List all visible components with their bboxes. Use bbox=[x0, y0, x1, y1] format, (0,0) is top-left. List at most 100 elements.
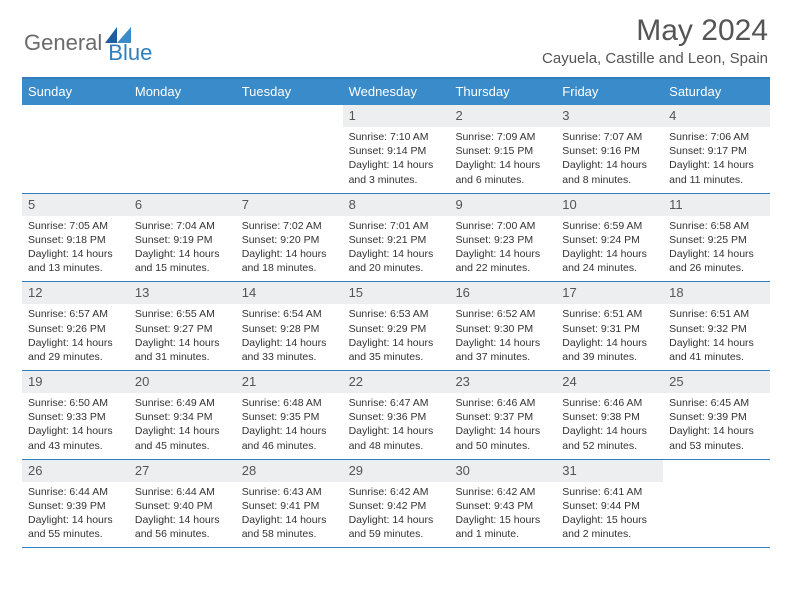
day-header-cell: Sunday bbox=[22, 79, 129, 105]
day-number: 21 bbox=[236, 371, 343, 393]
sunset-line: Sunset: 9:28 PM bbox=[242, 322, 338, 336]
day-cell: 31Sunrise: 6:41 AMSunset: 9:44 PMDayligh… bbox=[556, 460, 663, 548]
day-header-cell: Thursday bbox=[449, 79, 556, 105]
day-number: 9 bbox=[449, 194, 556, 216]
day-number: 25 bbox=[663, 371, 770, 393]
sunrise-line: Sunrise: 6:46 AM bbox=[455, 396, 551, 410]
sunset-line: Sunset: 9:29 PM bbox=[349, 322, 445, 336]
week-row: 19Sunrise: 6:50 AMSunset: 9:33 PMDayligh… bbox=[22, 371, 770, 460]
sunrise-line: Sunrise: 7:07 AM bbox=[562, 130, 658, 144]
day-number bbox=[663, 460, 770, 482]
day-body: Sunrise: 6:51 AMSunset: 9:32 PMDaylight:… bbox=[663, 304, 770, 370]
day-header-row: SundayMondayTuesdayWednesdayThursdayFrid… bbox=[22, 79, 770, 105]
sunrise-line: Sunrise: 6:44 AM bbox=[28, 485, 124, 499]
day-number: 5 bbox=[22, 194, 129, 216]
daylight-line: Daylight: 14 hours and 45 minutes. bbox=[135, 424, 231, 452]
day-number: 7 bbox=[236, 194, 343, 216]
day-cell: 11Sunrise: 6:58 AMSunset: 9:25 PMDayligh… bbox=[663, 194, 770, 282]
sunrise-line: Sunrise: 6:58 AM bbox=[669, 219, 765, 233]
day-header-cell: Tuesday bbox=[236, 79, 343, 105]
day-cell: 27Sunrise: 6:44 AMSunset: 9:40 PMDayligh… bbox=[129, 460, 236, 548]
day-body bbox=[663, 482, 770, 544]
daylight-line: Daylight: 14 hours and 37 minutes. bbox=[455, 336, 551, 364]
day-body: Sunrise: 6:59 AMSunset: 9:24 PMDaylight:… bbox=[556, 216, 663, 282]
day-body: Sunrise: 7:01 AMSunset: 9:21 PMDaylight:… bbox=[343, 216, 450, 282]
day-cell: 3Sunrise: 7:07 AMSunset: 9:16 PMDaylight… bbox=[556, 105, 663, 193]
daylight-line: Daylight: 14 hours and 35 minutes. bbox=[349, 336, 445, 364]
sunset-line: Sunset: 9:30 PM bbox=[455, 322, 551, 336]
sunset-line: Sunset: 9:16 PM bbox=[562, 144, 658, 158]
day-body: Sunrise: 6:43 AMSunset: 9:41 PMDaylight:… bbox=[236, 482, 343, 548]
sunrise-line: Sunrise: 6:54 AM bbox=[242, 307, 338, 321]
sunrise-line: Sunrise: 6:51 AM bbox=[562, 307, 658, 321]
day-number: 14 bbox=[236, 282, 343, 304]
day-number bbox=[129, 105, 236, 127]
sunrise-line: Sunrise: 7:10 AM bbox=[349, 130, 445, 144]
daylight-line: Daylight: 14 hours and 53 minutes. bbox=[669, 424, 765, 452]
day-cell bbox=[663, 460, 770, 548]
sunrise-line: Sunrise: 6:52 AM bbox=[455, 307, 551, 321]
day-cell bbox=[22, 105, 129, 193]
day-number: 31 bbox=[556, 460, 663, 482]
day-number: 28 bbox=[236, 460, 343, 482]
week-row: 26Sunrise: 6:44 AMSunset: 9:39 PMDayligh… bbox=[22, 460, 770, 549]
day-cell: 19Sunrise: 6:50 AMSunset: 9:33 PMDayligh… bbox=[22, 371, 129, 459]
day-body: Sunrise: 7:06 AMSunset: 9:17 PMDaylight:… bbox=[663, 127, 770, 193]
sunrise-line: Sunrise: 7:09 AM bbox=[455, 130, 551, 144]
day-number: 30 bbox=[449, 460, 556, 482]
day-number: 1 bbox=[343, 105, 450, 127]
sunset-line: Sunset: 9:33 PM bbox=[28, 410, 124, 424]
daylight-line: Daylight: 14 hours and 18 minutes. bbox=[242, 247, 338, 275]
day-body: Sunrise: 7:09 AMSunset: 9:15 PMDaylight:… bbox=[449, 127, 556, 193]
daylight-line: Daylight: 14 hours and 31 minutes. bbox=[135, 336, 231, 364]
sunrise-line: Sunrise: 6:48 AM bbox=[242, 396, 338, 410]
sunrise-line: Sunrise: 7:06 AM bbox=[669, 130, 765, 144]
day-number: 12 bbox=[22, 282, 129, 304]
day-cell: 20Sunrise: 6:49 AMSunset: 9:34 PMDayligh… bbox=[129, 371, 236, 459]
day-header-cell: Wednesday bbox=[343, 79, 450, 105]
day-number: 16 bbox=[449, 282, 556, 304]
day-body: Sunrise: 6:47 AMSunset: 9:36 PMDaylight:… bbox=[343, 393, 450, 459]
sunrise-line: Sunrise: 6:42 AM bbox=[455, 485, 551, 499]
day-header-cell: Monday bbox=[129, 79, 236, 105]
sunset-line: Sunset: 9:35 PM bbox=[242, 410, 338, 424]
daylight-line: Daylight: 14 hours and 48 minutes. bbox=[349, 424, 445, 452]
sunset-line: Sunset: 9:40 PM bbox=[135, 499, 231, 513]
sunrise-line: Sunrise: 6:42 AM bbox=[349, 485, 445, 499]
day-number: 19 bbox=[22, 371, 129, 393]
day-body: Sunrise: 6:44 AMSunset: 9:39 PMDaylight:… bbox=[22, 482, 129, 548]
sunset-line: Sunset: 9:23 PM bbox=[455, 233, 551, 247]
day-number: 24 bbox=[556, 371, 663, 393]
day-body: Sunrise: 6:53 AMSunset: 9:29 PMDaylight:… bbox=[343, 304, 450, 370]
day-body: Sunrise: 7:07 AMSunset: 9:16 PMDaylight:… bbox=[556, 127, 663, 193]
day-cell: 6Sunrise: 7:04 AMSunset: 9:19 PMDaylight… bbox=[129, 194, 236, 282]
day-body: Sunrise: 6:52 AMSunset: 9:30 PMDaylight:… bbox=[449, 304, 556, 370]
sunset-line: Sunset: 9:41 PM bbox=[242, 499, 338, 513]
day-cell bbox=[236, 105, 343, 193]
weeks-container: 1Sunrise: 7:10 AMSunset: 9:14 PMDaylight… bbox=[22, 105, 770, 548]
sunrise-line: Sunrise: 6:46 AM bbox=[562, 396, 658, 410]
daylight-line: Daylight: 14 hours and 58 minutes. bbox=[242, 513, 338, 541]
sunset-line: Sunset: 9:25 PM bbox=[669, 233, 765, 247]
daylight-line: Daylight: 14 hours and 43 minutes. bbox=[28, 424, 124, 452]
month-title: May 2024 bbox=[542, 14, 768, 48]
daylight-line: Daylight: 14 hours and 39 minutes. bbox=[562, 336, 658, 364]
page-header: General Blue May 2024 Cayuela, Castille … bbox=[0, 0, 792, 71]
day-number: 4 bbox=[663, 105, 770, 127]
day-body: Sunrise: 7:02 AMSunset: 9:20 PMDaylight:… bbox=[236, 216, 343, 282]
sunset-line: Sunset: 9:31 PM bbox=[562, 322, 658, 336]
day-number: 10 bbox=[556, 194, 663, 216]
sunrise-line: Sunrise: 6:55 AM bbox=[135, 307, 231, 321]
sunset-line: Sunset: 9:20 PM bbox=[242, 233, 338, 247]
day-body bbox=[236, 127, 343, 189]
daylight-line: Daylight: 14 hours and 56 minutes. bbox=[135, 513, 231, 541]
day-number: 26 bbox=[22, 460, 129, 482]
sunset-line: Sunset: 9:38 PM bbox=[562, 410, 658, 424]
logo-text-general: General bbox=[24, 30, 102, 56]
daylight-line: Daylight: 14 hours and 46 minutes. bbox=[242, 424, 338, 452]
day-number: 3 bbox=[556, 105, 663, 127]
day-cell: 13Sunrise: 6:55 AMSunset: 9:27 PMDayligh… bbox=[129, 282, 236, 370]
day-body: Sunrise: 7:04 AMSunset: 9:19 PMDaylight:… bbox=[129, 216, 236, 282]
daylight-line: Daylight: 14 hours and 24 minutes. bbox=[562, 247, 658, 275]
sunrise-line: Sunrise: 7:04 AM bbox=[135, 219, 231, 233]
